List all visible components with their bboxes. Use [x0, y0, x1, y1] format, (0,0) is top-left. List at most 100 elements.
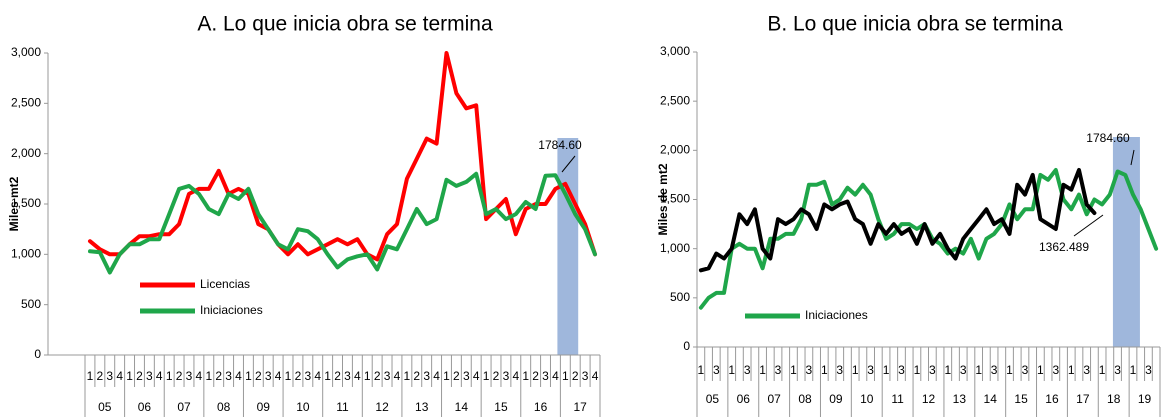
x-group-label: 05 [706, 392, 720, 406]
chart-title: A. Lo que inicia obra se termina [197, 13, 493, 36]
x-tick-label: 3 [1052, 363, 1059, 377]
x-tick-label: 2 [295, 369, 302, 383]
x-tick-label: 4 [235, 369, 242, 383]
annotation-leader [561, 155, 576, 173]
y-tick-label: 2,500 [11, 96, 41, 110]
x-group-label: 06 [737, 392, 751, 406]
x-tick-label: 4 [156, 369, 163, 383]
x-group-label: 13 [953, 392, 967, 406]
x-tick-label: 1 [324, 369, 331, 383]
x-tick-label: 2 [493, 369, 500, 383]
x-tick-label: 3 [106, 369, 113, 383]
x-tick-label: 3 [929, 363, 936, 377]
x-tick-label: 2 [532, 369, 539, 383]
x-tick-label: 2 [413, 369, 420, 383]
x-tick-label: 1 [126, 369, 133, 383]
x-group-label: 11 [336, 400, 349, 414]
annotation-leader [1130, 149, 1135, 166]
x-tick-label: 3 [744, 363, 751, 377]
series-line [88, 171, 597, 275]
x-tick-label: 3 [836, 363, 843, 377]
y-tick-label: 2,000 [11, 146, 41, 160]
x-tick-label: 3 [1022, 363, 1029, 377]
x-tick-label: 3 [775, 363, 782, 377]
y-tick-label: 3,000 [11, 45, 41, 59]
x-group-label: 15 [494, 400, 508, 414]
x-group-label: 14 [984, 392, 998, 406]
x-tick-label: 1 [914, 363, 921, 377]
x-tick-label: 3 [542, 369, 549, 383]
x-group-label: 07 [767, 392, 781, 406]
x-group-label: 13 [415, 400, 429, 414]
annotation: 1362.489 [1039, 240, 1089, 254]
x-tick-label: 1 [404, 369, 411, 383]
x-group-label: 06 [138, 400, 152, 414]
x-tick-label: 3 [960, 363, 967, 377]
y-tick-label: 1,500 [660, 192, 690, 206]
x-tick-label: 4 [275, 369, 282, 383]
x-tick-label: 1 [245, 369, 252, 383]
x-tick-label: 1 [852, 363, 859, 377]
x-group-label: 17 [1076, 392, 1090, 406]
x-tick-label: 3 [146, 369, 153, 383]
x-group-label: 10 [296, 400, 310, 414]
x-tick-label: 2 [334, 369, 341, 383]
x-tick-label: 4 [196, 369, 203, 383]
y-tick-label: 1,000 [660, 241, 690, 255]
x-tick-label: 2 [176, 369, 183, 383]
x-tick-label: 3 [991, 363, 998, 377]
y-axis-label: Miles de mt2 [656, 163, 670, 235]
x-tick-label: 1 [821, 363, 828, 377]
x-tick-label: 1 [522, 369, 529, 383]
x-tick-label: 1 [87, 369, 94, 383]
x-group-label: 05 [98, 400, 112, 414]
series-line [698, 168, 1097, 273]
x-tick-label: 4 [394, 369, 401, 383]
x-tick-label: 1 [205, 369, 212, 383]
x-tick-label: 1 [1099, 363, 1106, 377]
x-group-label: 09 [257, 400, 271, 414]
x-group-label: 19 [1138, 392, 1152, 406]
x-group-label: 07 [177, 400, 191, 414]
x-tick-label: 2 [572, 369, 579, 383]
x-tick-label: 1 [483, 369, 490, 383]
highlight-band [1112, 137, 1140, 347]
x-tick-label: 1 [759, 363, 766, 377]
x-tick-label: 3 [713, 363, 720, 377]
x-tick-label: 2 [374, 369, 381, 383]
x-tick-label: 2 [136, 369, 143, 383]
x-group-label: 18 [1107, 392, 1121, 406]
x-tick-label: 2 [453, 369, 460, 383]
x-tick-label: 1 [443, 369, 450, 383]
x-tick-label: 1 [883, 363, 890, 377]
x-group-label: 09 [829, 392, 843, 406]
y-axis-label: Miles mt2 [7, 176, 21, 231]
y-tick-label: 500 [670, 290, 690, 304]
x-tick-label: 1 [166, 369, 173, 383]
x-group-label: 12 [375, 400, 389, 414]
x-tick-label: 4 [512, 369, 519, 383]
x-tick-label: 3 [304, 369, 311, 383]
x-tick-label: 3 [806, 363, 813, 377]
x-tick-label: 3 [384, 369, 391, 383]
chart-title: B. Lo que inicia obra se termina [767, 13, 1063, 36]
x-tick-label: 2 [97, 369, 104, 383]
x-tick-label: 1 [1006, 363, 1013, 377]
x-tick-label: 3 [1145, 363, 1152, 377]
x-tick-label: 3 [186, 369, 193, 383]
legend-label: Iniciaciones [805, 308, 868, 322]
x-tick-label: 1 [562, 369, 569, 383]
x-tick-label: 3 [1083, 363, 1090, 377]
annotation-leader [1073, 214, 1104, 237]
annotation: 1784.60 [538, 138, 582, 152]
x-tick-label: 3 [463, 369, 470, 383]
x-tick-label: 1 [790, 363, 797, 377]
x-tick-label: 2 [255, 369, 262, 383]
x-group-label: 10 [860, 392, 874, 406]
legend-label: Iniciaciones [200, 303, 263, 317]
x-tick-label: 3 [225, 369, 232, 383]
x-tick-label: 4 [592, 369, 599, 383]
x-tick-label: 2 [215, 369, 222, 383]
